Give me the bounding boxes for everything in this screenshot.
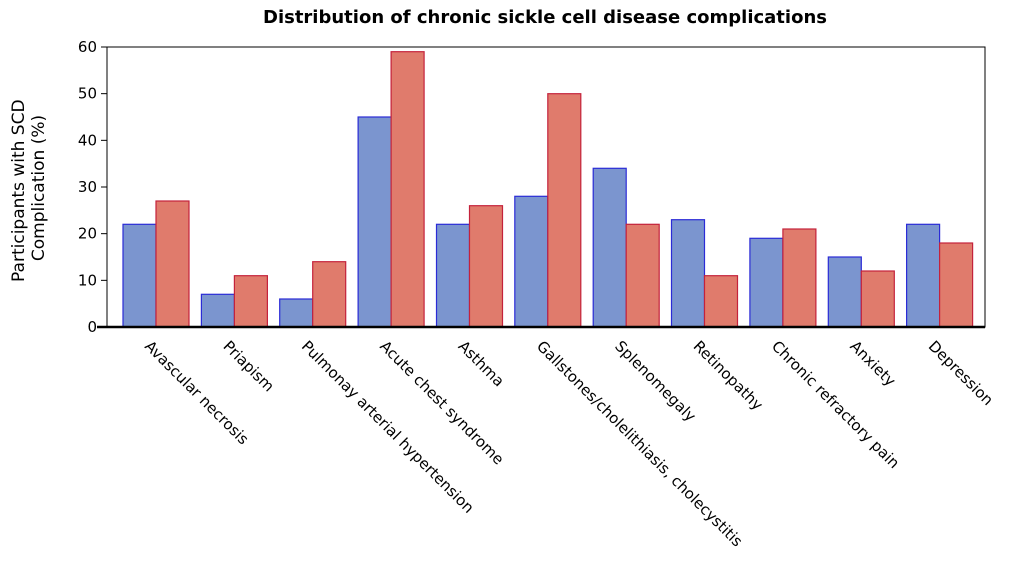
x-tick-label-6: Splenomegaly [611, 337, 699, 425]
bar-series2-10 [938, 242, 974, 328]
x-tick-label-1: Priapism [220, 337, 278, 395]
bars-group [122, 51, 974, 328]
bar-series1-1 [200, 293, 235, 328]
x-tick-label-10: Depression [925, 337, 997, 409]
bar-series1-9 [827, 256, 862, 328]
y-tick-label-6: 60 [78, 38, 97, 56]
bar-series2-7 [703, 275, 739, 328]
chart-title: Distribution of chronic sickle cell dise… [263, 7, 827, 28]
bar-series1-2 [279, 298, 314, 328]
x-tick-label-2: Pulmonay arterial hypertension [298, 337, 478, 517]
bar-series1-7 [670, 219, 706, 328]
bar-series1-4 [435, 223, 471, 328]
y-axis-label-line-1: Participants with SCD [9, 99, 29, 281]
bar-series2-1 [233, 275, 268, 328]
y-axis-label: Participants with SCD Complication (%) [9, 94, 49, 282]
bar-series1-6 [592, 167, 627, 328]
y-tick-label-1: 10 [78, 271, 97, 289]
bar-series1-10 [905, 223, 941, 328]
x-tick-label-4: Asthma [455, 337, 508, 390]
y-tick-label-5: 50 [78, 85, 97, 103]
bar-series2-2 [312, 261, 347, 328]
bar-series2-5 [547, 93, 582, 328]
y-tick-label-2: 20 [78, 225, 97, 243]
bar-series2-0 [155, 200, 190, 328]
x-tick-label-8: Chronic refractory pain [768, 337, 903, 472]
bar-series1-3 [357, 116, 392, 328]
bar-series1-5 [514, 195, 549, 328]
y-axis-label-line-2: Complication (%) [29, 115, 49, 261]
bar-series2-4 [468, 205, 504, 328]
y-tick-label-4: 40 [78, 131, 97, 149]
bar-series1-0 [122, 223, 157, 328]
x-tick-label-9: Anxiety [846, 337, 899, 390]
x-tick-label-7: Retinopathy [690, 337, 767, 414]
bar-series1-8 [749, 237, 784, 328]
bar-series2-6 [625, 223, 660, 328]
bar-series2-9 [860, 270, 895, 328]
bar-series2-3 [390, 51, 425, 328]
y-tick-label-3: 30 [78, 178, 97, 196]
y-axis: 0 10 20 30 40 50 60 [78, 38, 107, 336]
y-tick-label-0: 0 [87, 318, 97, 336]
bar-series2-8 [782, 228, 817, 328]
